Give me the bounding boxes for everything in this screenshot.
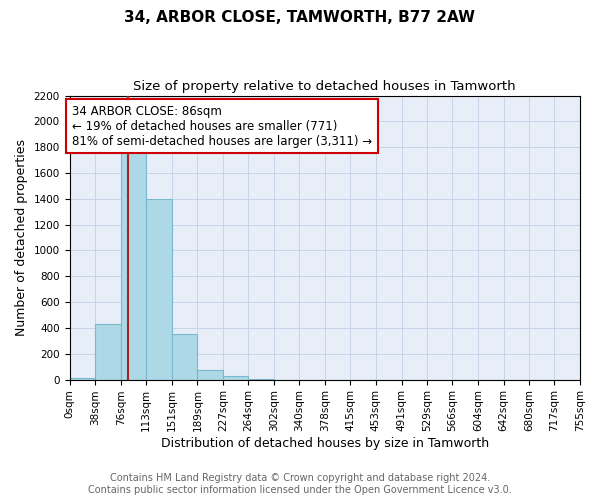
Text: 34, ARBOR CLOSE, TAMWORTH, B77 2AW: 34, ARBOR CLOSE, TAMWORTH, B77 2AW xyxy=(125,10,476,25)
Text: 34 ARBOR CLOSE: 86sqm
← 19% of detached houses are smaller (771)
81% of semi-det: 34 ARBOR CLOSE: 86sqm ← 19% of detached … xyxy=(72,104,373,148)
Bar xyxy=(197,370,223,380)
Title: Size of property relative to detached houses in Tamworth: Size of property relative to detached ho… xyxy=(133,80,516,93)
Text: Contains HM Land Registry data © Crown copyright and database right 2024.
Contai: Contains HM Land Registry data © Crown c… xyxy=(88,474,512,495)
Bar xyxy=(121,146,146,380)
Bar xyxy=(95,324,121,380)
X-axis label: Distribution of detached houses by size in Tamworth: Distribution of detached houses by size … xyxy=(161,437,489,450)
Bar xyxy=(248,379,274,380)
Y-axis label: Number of detached properties: Number of detached properties xyxy=(15,139,28,336)
Bar xyxy=(70,378,95,380)
Bar xyxy=(172,334,197,380)
Bar xyxy=(223,376,248,380)
Bar xyxy=(146,199,172,380)
